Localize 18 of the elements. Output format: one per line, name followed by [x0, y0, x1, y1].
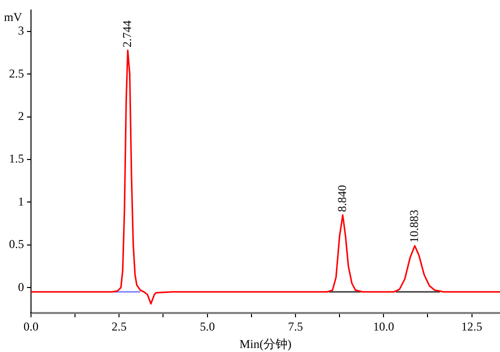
x-tick-label: 5.0: [200, 320, 215, 334]
y-tick-label: 1.5: [9, 152, 24, 166]
y-axis-title: mV: [4, 10, 22, 24]
annotation: 2.744: [120, 20, 134, 48]
annotation: 10.883: [406, 210, 421, 243]
x-tick-label: 0.0: [24, 320, 38, 334]
y-tick-label: 0: [18, 280, 24, 294]
x-tick-label: 7.5: [288, 320, 303, 334]
y-tick-label: 3: [18, 24, 24, 38]
x-tick-label: 10.0: [373, 320, 394, 334]
y-tick-label: 0.5: [9, 237, 24, 252]
x-axis-title: Min(分钟): [240, 336, 292, 351]
y-tick-label: 1: [18, 194, 24, 208]
y-tick-label: 2: [18, 109, 24, 124]
x-tick-label: 12.5: [461, 320, 482, 334]
y-tick-label: 2.5: [9, 66, 24, 80]
annotation: 8.840: [334, 185, 349, 212]
x-tick-label: 2.5: [112, 320, 127, 334]
